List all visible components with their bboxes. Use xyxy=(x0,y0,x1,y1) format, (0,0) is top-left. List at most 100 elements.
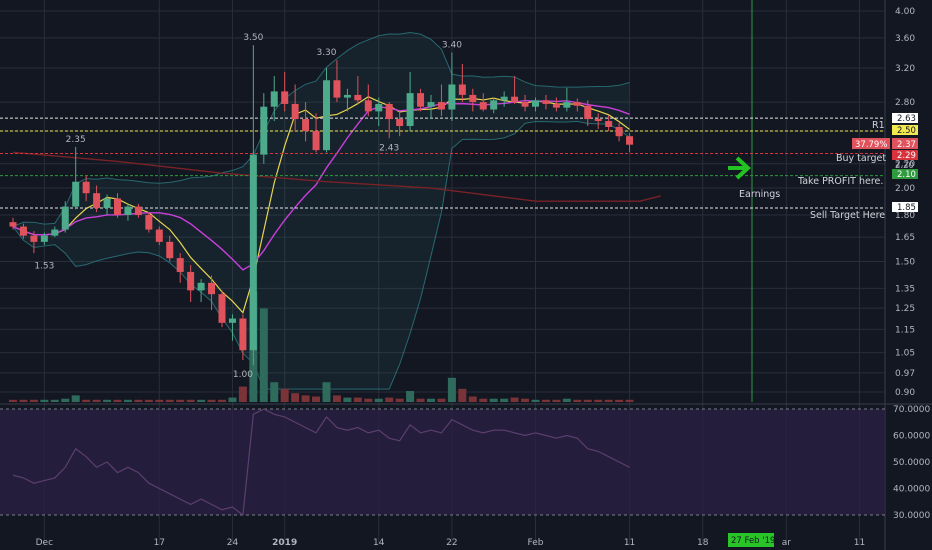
candle-body-42 xyxy=(448,84,456,110)
price-label-1: 1.53 xyxy=(34,261,54,271)
rsi-tick-2: 50.0000 xyxy=(893,458,930,468)
r1-label: R1 xyxy=(872,120,885,131)
candle-body-18 xyxy=(197,282,205,291)
candle-body-56 xyxy=(594,119,602,122)
candle-body-10 xyxy=(114,198,121,215)
time-axis[interactable]: Dec 17 24 2019 14 22 Feb 11 18 ar 11 xyxy=(36,538,866,548)
candle-body-58 xyxy=(615,126,623,137)
price-label-2: 3.50 xyxy=(243,33,263,43)
rsi-line xyxy=(12,408,630,517)
earnings-label: Earnings xyxy=(739,189,780,200)
candle-body-30 xyxy=(323,80,330,151)
candle-body-27 xyxy=(291,103,299,120)
candle-body-22 xyxy=(239,318,247,351)
volume-bar-12 xyxy=(134,399,143,402)
volume-bar-27 xyxy=(291,393,300,402)
candle-body-3 xyxy=(40,235,48,242)
volume-bar-16 xyxy=(176,399,185,402)
badge-green-text: 2.10 xyxy=(897,170,916,180)
candle-body-16 xyxy=(176,258,184,272)
candle-body-5 xyxy=(61,206,69,230)
volume-bar-17 xyxy=(186,399,195,402)
volume-bar-59 xyxy=(625,399,634,402)
y-tick-11: 1.25 xyxy=(895,304,915,314)
x-tick-7: 11 xyxy=(624,538,635,548)
rsi-tick-3: 40.0000 xyxy=(893,485,930,495)
x-tick-3: 2019 xyxy=(272,538,297,548)
candle-body-43 xyxy=(458,84,466,95)
volume-bar-24 xyxy=(259,308,268,402)
bollinger-lower xyxy=(12,120,630,390)
price-label-3: 3.30 xyxy=(316,48,336,58)
price-labels: 2.35 1.53 3.50 3.30 3.40 2.43 1.00 xyxy=(34,33,462,380)
candle-body-1 xyxy=(19,226,27,236)
y-tick-15: 0.90 xyxy=(895,388,915,398)
volume-bar-44 xyxy=(468,396,477,402)
candle-body-11 xyxy=(124,206,132,215)
volume-bar-40 xyxy=(427,398,435,402)
volume-bar-2 xyxy=(29,399,38,402)
badge-yellow-text: 2.50 xyxy=(897,126,916,136)
badge-white-top-text: 2.63 xyxy=(897,114,916,124)
candle-body-35 xyxy=(375,103,383,112)
below-red-text: 2.20 xyxy=(895,161,914,171)
candle-body-25 xyxy=(270,91,278,107)
candle-body-32 xyxy=(343,94,351,98)
price-label-6: 1.00 xyxy=(233,370,253,380)
candle-body-8 xyxy=(93,193,101,208)
y-tick-1: 3.60 xyxy=(895,34,915,44)
sell-target-label: Sell Target Here xyxy=(810,210,885,221)
x-tick-5: 22 xyxy=(446,538,457,548)
candle-body-0 xyxy=(9,222,17,227)
badge-percent-text: 37.79% xyxy=(855,140,887,150)
price-label-5: 2.43 xyxy=(379,143,399,153)
bollinger-fill xyxy=(13,32,630,390)
volume-bar-56 xyxy=(594,399,603,402)
volume-bar-0 xyxy=(9,399,17,402)
candle-body-47 xyxy=(500,96,508,101)
badge-white-bottom xyxy=(892,202,918,212)
volume-bar-38 xyxy=(406,391,415,402)
badge-yellow xyxy=(892,125,918,135)
candle-body-38 xyxy=(406,93,414,126)
volume-bar-4 xyxy=(50,399,59,402)
x-tick-1: 17 xyxy=(154,538,165,548)
price-label-0: 2.35 xyxy=(66,135,86,145)
volume-bar-5 xyxy=(61,398,70,402)
volume-bar-48 xyxy=(510,397,519,402)
candle-body-50 xyxy=(532,100,539,107)
x-tick-9: ar xyxy=(782,538,792,548)
candle-body-37 xyxy=(396,119,404,126)
green-arrow-icon xyxy=(728,156,751,180)
bollinger-bands xyxy=(12,32,630,390)
candle-body-33 xyxy=(354,94,362,101)
date-badge-text: 27 Feb '19 xyxy=(731,536,775,546)
x-tick-8: 18 xyxy=(697,538,709,548)
y-tick-13: 1.05 xyxy=(895,349,915,359)
rsi-axis[interactable]: 70.0000 60.0000 50.0000 40.0000 30.0000 xyxy=(893,405,930,521)
volume-bar-49 xyxy=(521,398,530,402)
volume-bar-6 xyxy=(71,395,80,402)
take-profit-label: Take PROFIT here. xyxy=(797,176,883,187)
candle-body-51 xyxy=(542,100,550,104)
candle-body-39 xyxy=(417,93,425,107)
badge-red-level xyxy=(892,150,918,160)
volume-bar-10 xyxy=(113,399,122,402)
volume-bar-51 xyxy=(541,399,550,402)
volume-bar-3 xyxy=(40,399,49,402)
volume-bar-26 xyxy=(280,388,289,402)
x-tick-10: 11 xyxy=(854,538,865,548)
price-axis[interactable]: 4.00 3.60 3.20 2.80 2.50 2.20 2.00 1.80 1.65 1.50… xyxy=(895,7,915,398)
volume-bar-1 xyxy=(19,399,28,402)
volume-bar-34 xyxy=(364,398,373,402)
annotations: R1 Buy target Take PROFIT here. Earnings… xyxy=(728,120,886,221)
volume-bar-43 xyxy=(458,388,467,402)
volume-bar-21 xyxy=(228,397,237,402)
volume-bar-37 xyxy=(395,398,404,402)
candle-body-2 xyxy=(30,235,38,242)
volume-bar-31 xyxy=(332,395,341,402)
x-tick-0: Dec xyxy=(36,538,53,548)
x-tick-4: 14 xyxy=(373,538,385,548)
candle-body-29 xyxy=(312,131,320,151)
